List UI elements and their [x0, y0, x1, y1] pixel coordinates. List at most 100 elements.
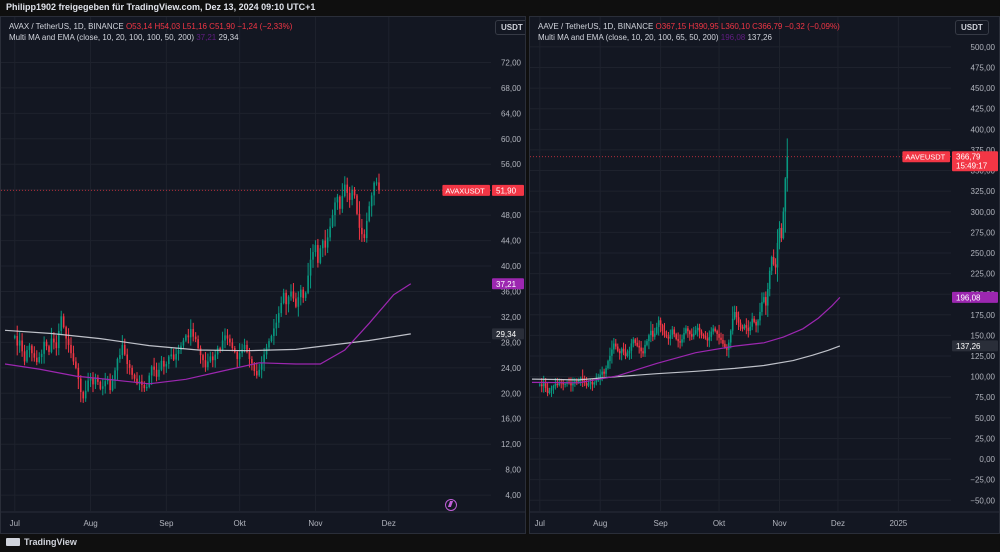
- aave-candle-body: [743, 325, 746, 329]
- avax-candle: [207, 353, 209, 371]
- aave-y-tick-label: 250,00: [971, 249, 996, 258]
- avax-candle-body: [26, 350, 28, 362]
- avax-candle-body: [280, 302, 283, 314]
- aave-candle-body: [644, 344, 646, 354]
- aave-y-tick-label: 275,00: [971, 228, 996, 237]
- avax-candle-body: [89, 378, 92, 381]
- aave-ema-200-line: [531, 345, 841, 381]
- aave-candles: [538, 138, 789, 397]
- aave-candle: [634, 338, 637, 346]
- replay-icon[interactable]: [445, 499, 457, 511]
- avax-candle-body: [121, 344, 124, 356]
- aave-candle-body: [753, 318, 755, 322]
- avax-candle: [185, 333, 187, 342]
- aave-candle-body: [755, 321, 757, 326]
- aave-chart-canvas[interactable]: 500,00475,00450,00425,00400,00375,00350,…: [530, 17, 1000, 534]
- aave-candle: [591, 379, 594, 391]
- avax-indicator-name[interactable]: Multi MA and EMA (close, 10, 20, 100, 10…: [9, 33, 194, 42]
- avax-candle-body: [365, 220, 368, 239]
- aave-y-tick-label: 425,00: [971, 105, 996, 114]
- avax-candle-body: [356, 195, 358, 214]
- aave-ma-badge: 196,08: [952, 291, 998, 303]
- aave-indicator-name[interactable]: Multi MA and EMA (close, 10, 20, 100, 65…: [538, 33, 719, 42]
- avax-candle-body: [109, 379, 111, 391]
- avax-candle: [282, 288, 285, 305]
- avax-currency-button[interactable]: USDT: [495, 20, 525, 35]
- aave-candle-body: [745, 325, 748, 328]
- avax-candle: [297, 291, 300, 317]
- avax-candle: [155, 362, 158, 382]
- aave-y-tick-label: 50,00: [975, 414, 996, 423]
- avax-candle-body: [304, 292, 307, 298]
- avax-candle: [334, 197, 336, 227]
- aave-candle-body: [749, 326, 752, 331]
- aave-candle: [706, 332, 709, 347]
- aave-candle: [778, 221, 781, 250]
- tradingview-logo[interactable]: TradingView: [6, 537, 77, 547]
- aave-candle-body: [747, 327, 750, 331]
- avax-candle: [324, 229, 327, 256]
- aave-candle: [712, 324, 715, 335]
- aave-x-axis: Jul Aug Sep Okt Nov Dez 2025: [530, 511, 999, 528]
- avax-candle-body: [104, 381, 107, 387]
- footer-brand: TradingView: [24, 537, 77, 547]
- avax-candle: [373, 181, 375, 206]
- avax-candle-body: [148, 375, 151, 387]
- aave-candle-body: [692, 333, 695, 337]
- avax-candle: [375, 177, 378, 186]
- aave-candle-body: [593, 382, 596, 385]
- aave-y-axis: 500,00475,00450,00425,00400,00375,00350,…: [970, 43, 995, 505]
- avax-candle: [67, 328, 70, 353]
- aave-candle: [616, 343, 619, 353]
- avax-y-tick-label: 20,00: [501, 389, 522, 398]
- aave-candle: [581, 369, 584, 388]
- avax-chart-canvas[interactable]: 72,0068,0064,0060,0056,0052,0048,0044,00…: [1, 17, 526, 534]
- avax-high: H54,03: [154, 22, 181, 31]
- avax-y-tick-label: 44,00: [501, 237, 522, 246]
- avax-candle: [331, 209, 334, 229]
- chart-panel-aave[interactable]: 500,00475,00450,00425,00400,00375,00350,…: [529, 16, 1000, 534]
- avax-symbol-line[interactable]: AVAX / TetherUS, 1D, BINANCE: [9, 22, 124, 31]
- avax-candle: [18, 332, 21, 353]
- aave-y-tick-label: 175,00: [971, 311, 996, 320]
- aave-candle: [689, 329, 691, 341]
- avax-candle-body: [13, 336, 16, 338]
- avax-y-tick-label: 24,00: [501, 364, 522, 373]
- avax-candle: [62, 313, 65, 329]
- aave-candle-body: [677, 339, 679, 342]
- avax-candle: [189, 319, 192, 346]
- aave-candle: [667, 331, 670, 345]
- avax-candle-body: [16, 336, 19, 346]
- avax-candle-body: [253, 363, 256, 372]
- aave-symbol-line[interactable]: AAVE / TetherUS, 1D, BINANCE: [538, 22, 654, 31]
- aave-candle: [714, 326, 716, 333]
- aave-currency-button[interactable]: USDT: [955, 20, 989, 35]
- aave-ema-badge-value: 137,26: [956, 342, 981, 351]
- avax-candle-body: [160, 360, 163, 370]
- avax-candle-body: [275, 322, 278, 329]
- aave-candle: [692, 326, 695, 340]
- aave-candle-body: [782, 211, 785, 239]
- avax-candle: [299, 284, 302, 306]
- avax-last-price-badge: 51,90: [492, 184, 524, 196]
- aave-candle-body: [712, 328, 715, 332]
- aave-candle: [626, 349, 629, 358]
- aave-candle: [690, 328, 693, 341]
- chart-panel-avax[interactable]: 72,0068,0064,0060,0056,0052,0048,0044,00…: [0, 16, 526, 534]
- avax-candle: [92, 372, 94, 393]
- aave-candle: [540, 378, 543, 393]
- aave-candle: [630, 338, 633, 359]
- aave-candle: [698, 323, 701, 339]
- avax-candle-body: [329, 226, 331, 238]
- avax-candle: [57, 323, 60, 356]
- avax-candle: [224, 328, 226, 349]
- avax-y-tick-label: 32,00: [501, 313, 522, 322]
- avax-candle-body: [131, 367, 133, 375]
- avax-candle-body: [204, 360, 207, 368]
- aave-candle: [607, 359, 609, 370]
- aave-candle: [722, 333, 724, 347]
- aave-candle: [653, 327, 656, 340]
- avax-candle-body: [180, 345, 182, 351]
- aave-candle: [622, 342, 625, 356]
- aave-candle: [708, 330, 711, 348]
